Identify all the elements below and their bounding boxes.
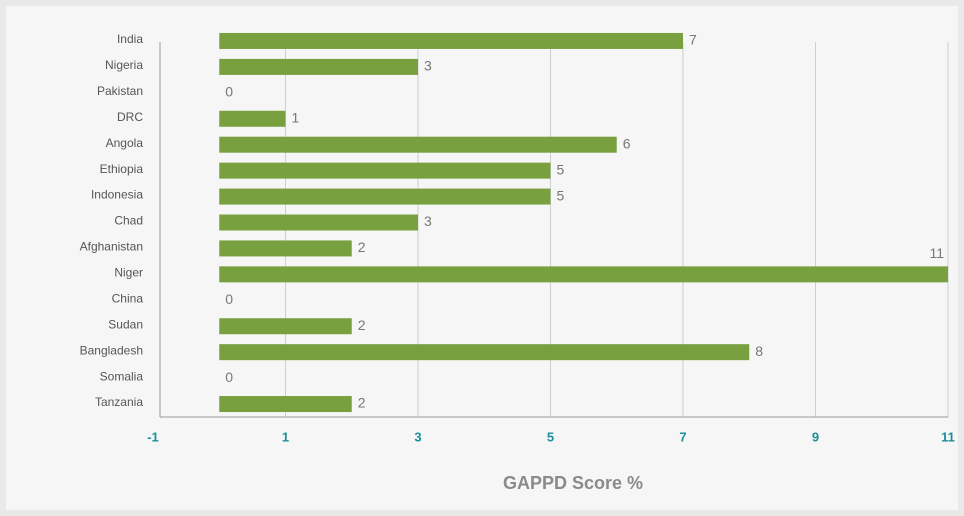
bar bbox=[219, 136, 617, 153]
x-tick-label: 1 bbox=[282, 429, 289, 444]
value-label: 2 bbox=[358, 395, 366, 411]
bar bbox=[219, 240, 352, 257]
x-tick-label: 7 bbox=[679, 429, 686, 444]
x-tick-label: 11 bbox=[941, 429, 955, 444]
value-label: 3 bbox=[424, 213, 432, 229]
y-tick-label: Sudan bbox=[108, 317, 143, 331]
y-tick-label: Angola bbox=[106, 136, 144, 150]
y-tick-label: Bangladesh bbox=[80, 343, 143, 357]
x-axis-title: GAPPD Score % bbox=[503, 473, 643, 493]
bar bbox=[219, 162, 551, 179]
value-label: 3 bbox=[424, 58, 432, 74]
y-tick-label: Chad bbox=[114, 214, 143, 228]
value-label: 8 bbox=[755, 343, 763, 359]
bar bbox=[219, 396, 352, 413]
y-tick-label: Tanzania bbox=[95, 395, 143, 409]
y-tick-label: Niger bbox=[114, 266, 143, 280]
bar bbox=[219, 318, 352, 335]
bar bbox=[219, 110, 286, 127]
x-tick-label: 9 bbox=[812, 429, 819, 444]
value-label: 11 bbox=[929, 245, 944, 261]
y-tick-label: Somalia bbox=[100, 369, 144, 383]
bar bbox=[219, 344, 750, 361]
bar bbox=[219, 58, 418, 75]
value-label: 0 bbox=[225, 291, 233, 307]
value-label: 2 bbox=[358, 239, 366, 255]
value-label: 7 bbox=[689, 32, 697, 48]
bar bbox=[219, 214, 418, 231]
y-tick-label: Indonesia bbox=[91, 188, 143, 202]
bar bbox=[219, 266, 948, 283]
x-tick-label: -1 bbox=[147, 429, 159, 444]
x-tick-label: 3 bbox=[414, 429, 421, 444]
value-label: 0 bbox=[225, 369, 233, 385]
y-tick-label: Afghanistan bbox=[80, 240, 143, 254]
y-tick-label: DRC bbox=[117, 110, 143, 124]
panel bbox=[6, 6, 958, 510]
value-label: 5 bbox=[557, 187, 565, 203]
value-label: 2 bbox=[358, 317, 366, 333]
value-label: 0 bbox=[225, 84, 233, 100]
bar bbox=[219, 32, 683, 49]
y-tick-label: India bbox=[117, 32, 143, 46]
y-tick-label: China bbox=[112, 291, 144, 305]
value-label: 5 bbox=[557, 161, 565, 177]
y-tick-label: Ethiopia bbox=[100, 162, 144, 176]
bar bbox=[219, 188, 551, 205]
y-tick-label: Nigeria bbox=[105, 58, 143, 72]
value-label: 6 bbox=[623, 135, 631, 151]
value-label: 1 bbox=[292, 109, 300, 125]
y-tick-label: Pakistan bbox=[97, 84, 143, 98]
x-tick-label: 5 bbox=[547, 429, 554, 444]
